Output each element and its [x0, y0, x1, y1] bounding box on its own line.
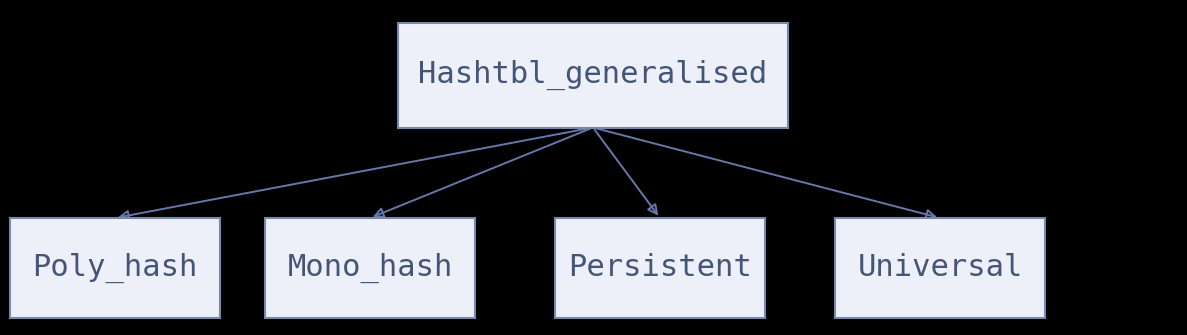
Bar	[398, 22, 788, 128]
Bar	[556, 218, 764, 318]
Text: Poly_hash: Poly_hash	[32, 253, 198, 283]
Bar	[834, 218, 1045, 318]
Text: Universal: Universal	[857, 254, 1023, 282]
Text: Hashtbl_generalised: Hashtbl_generalised	[419, 60, 768, 90]
Text: Persistent: Persistent	[569, 254, 751, 282]
Bar	[9, 218, 220, 318]
Text: Mono_hash: Mono_hash	[287, 253, 452, 283]
Bar	[265, 218, 475, 318]
